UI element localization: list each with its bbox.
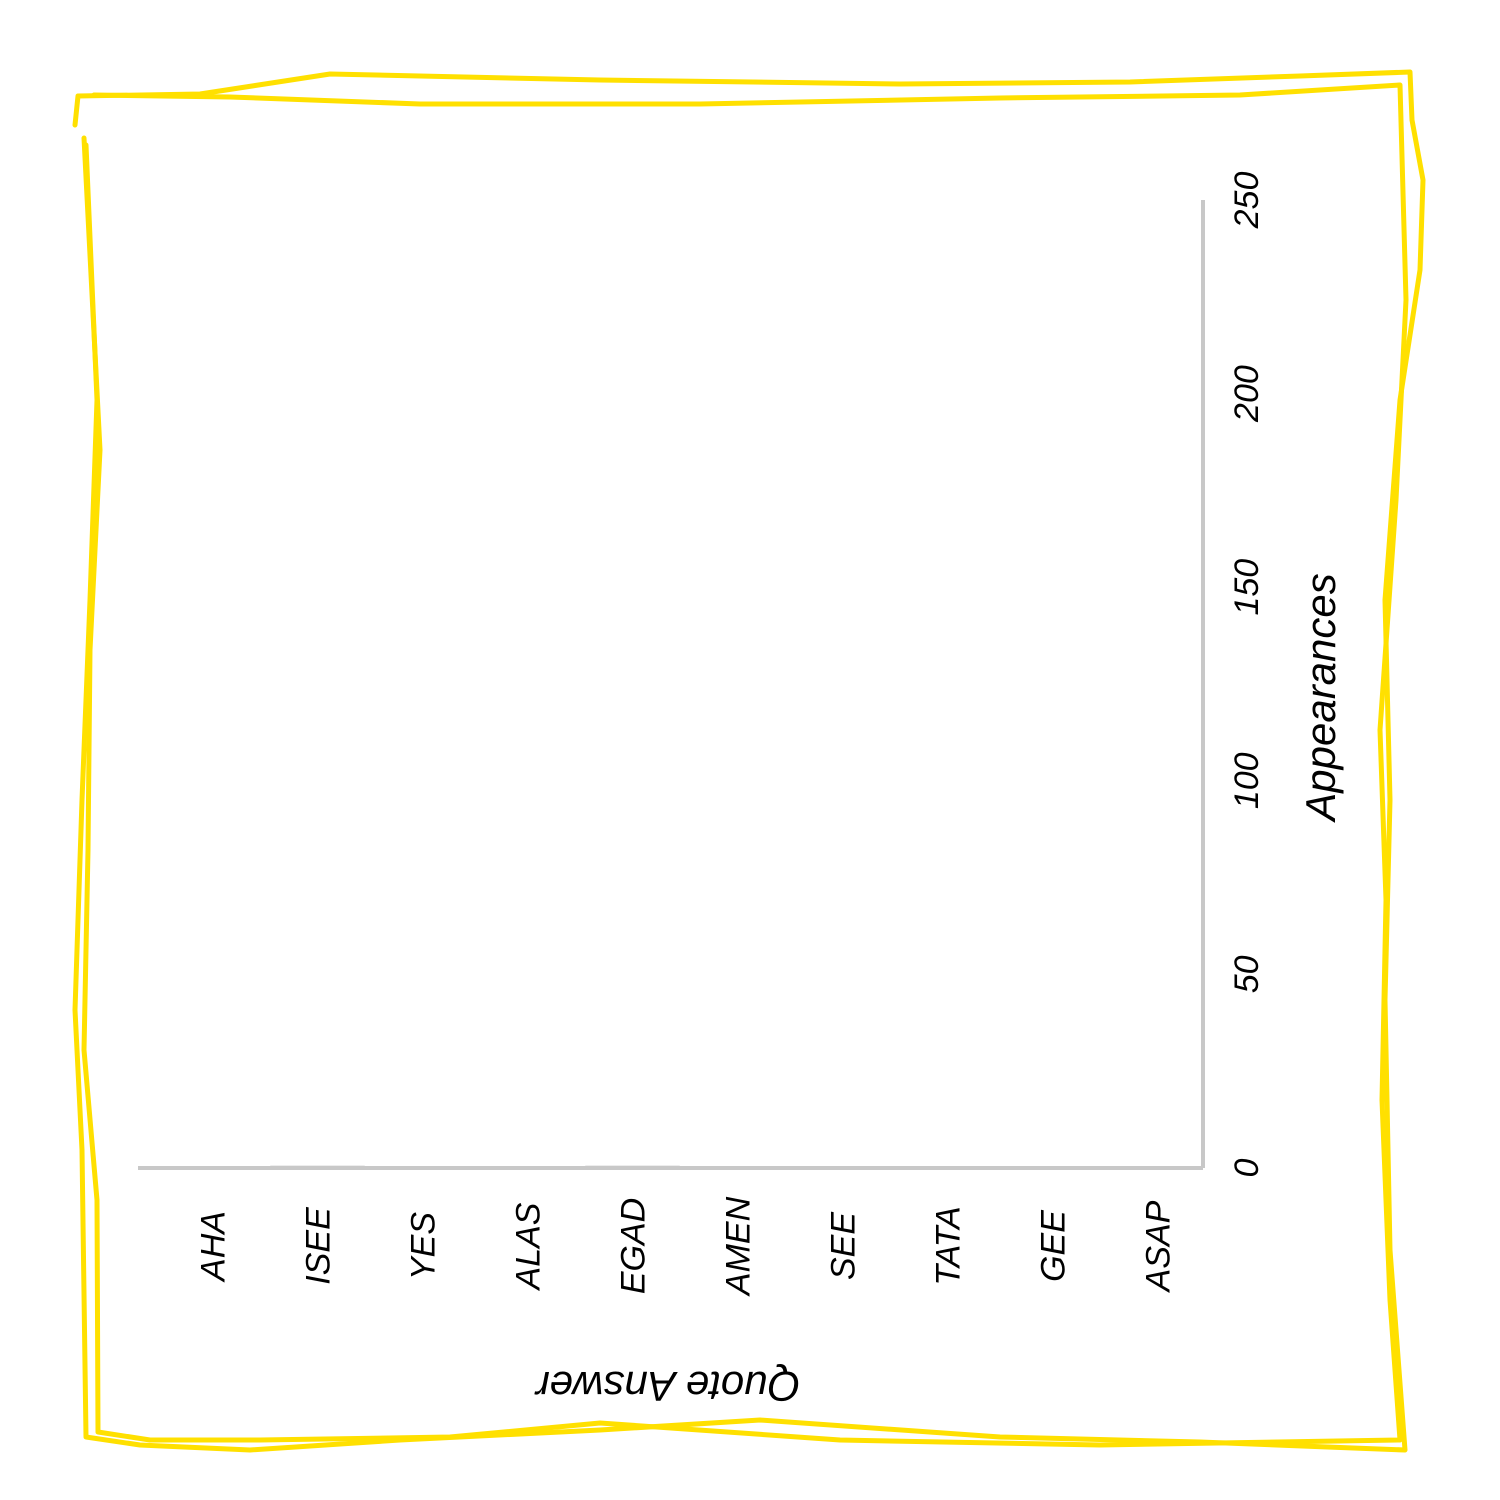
category-label-see: SEE [825, 1212, 863, 1280]
value-axis-title: Appearances [1297, 573, 1344, 824]
bar-tata [900, 1166, 995, 1168]
category-label-gee: GEE [1035, 1210, 1073, 1282]
category-label-amen: AMEN [720, 1196, 758, 1297]
category-label-tata: TATA [930, 1206, 968, 1285]
bar-alas [480, 1166, 575, 1168]
frame-outer [72, 69, 1426, 1453]
bar-gee [1005, 1166, 1100, 1168]
bar-amen [690, 1166, 785, 1168]
value-tick-label: 50 [1228, 955, 1266, 993]
category-label-asap: ASAP [1140, 1200, 1178, 1293]
category-axis-title: Quote Answer [534, 1363, 801, 1410]
category-label-alas: ALAS [510, 1202, 548, 1291]
category-labels: AHA ISEE YES ALAS EGAD AMEN SEE TATA GEE ASAP [195, 1196, 1178, 1297]
bars [165, 1165, 1205, 1168]
frame-inner [81, 82, 1409, 1448]
value-tick-label: 0 [1228, 1158, 1266, 1177]
bar-see [795, 1166, 890, 1168]
bar-isee [270, 1165, 365, 1168]
bar-egad [585, 1165, 680, 1168]
value-tick-label: 100 [1228, 752, 1266, 809]
category-label-egad: EGAD [615, 1198, 653, 1294]
value-tick-label: 250 [1228, 172, 1266, 230]
bar-yes [375, 1167, 470, 1168]
bar-aha [165, 1166, 260, 1168]
category-label-aha: AHA [195, 1211, 233, 1283]
bar-asap [1110, 1166, 1205, 1168]
value-tick-label: 150 [1228, 559, 1266, 616]
frame [72, 69, 1426, 1453]
category-label-isee: ISEE [300, 1207, 338, 1285]
value-tick-label: 200 [1228, 365, 1266, 423]
category-label-yes: YES [405, 1212, 443, 1280]
value-ticks: 0 50 100 150 200 250 [1228, 172, 1266, 1178]
